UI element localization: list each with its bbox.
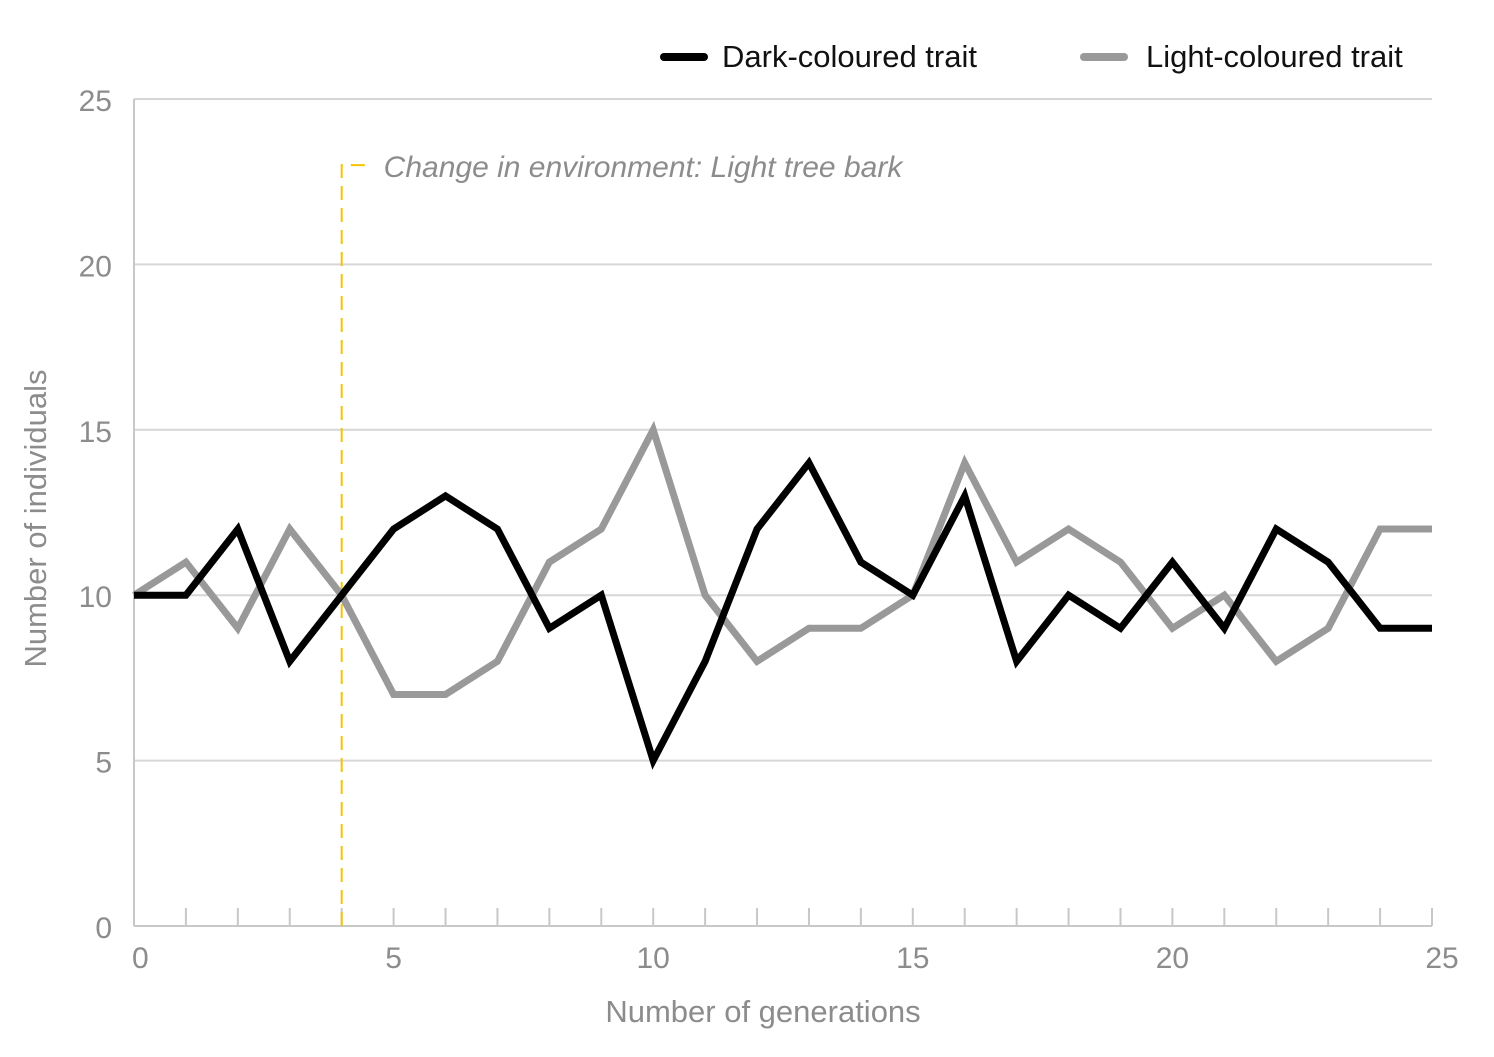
annotation: Change in environment: Light tree bark xyxy=(340,151,905,926)
series-line-light-coloured-trait xyxy=(132,420,1432,698)
x-tick-label-20: 20 xyxy=(1156,942,1189,975)
y-tick-label-10: 10 xyxy=(79,581,112,614)
y-tick-label-25: 25 xyxy=(79,85,112,118)
series-lines xyxy=(132,420,1432,770)
y-tick-label-5: 5 xyxy=(95,747,112,780)
x-tick-label-15: 15 xyxy=(896,942,929,975)
x-tick-label-0: 0 xyxy=(132,942,149,975)
legend-label-light-coloured-trait: Light-coloured trait xyxy=(1146,39,1403,74)
y-tick-label-20: 20 xyxy=(79,250,112,283)
annotation-label: Change in environment: Light tree bark xyxy=(384,151,905,184)
x-tick-label-25: 25 xyxy=(1425,942,1458,975)
y-tick-label-0: 0 xyxy=(95,912,112,945)
y-tick-label-15: 15 xyxy=(79,416,112,449)
series-line-dark-coloured-trait xyxy=(134,456,1432,770)
x-tick-label-5: 5 xyxy=(385,942,402,975)
environment-change-marker xyxy=(340,164,372,926)
x-tick-label-10: 10 xyxy=(637,942,670,975)
axes: 0 5 10 15 20 25 0 5 10 15 20 25 xyxy=(79,85,1459,975)
y-axis-title: Number of individuals xyxy=(18,369,53,667)
legend-label-dark-coloured-trait: Dark-coloured trait xyxy=(722,39,977,74)
gridlines xyxy=(134,98,1432,762)
x-axis-title: Number of generations xyxy=(605,994,920,1029)
legend: Dark-coloured trait Light-coloured trait xyxy=(660,39,1403,74)
